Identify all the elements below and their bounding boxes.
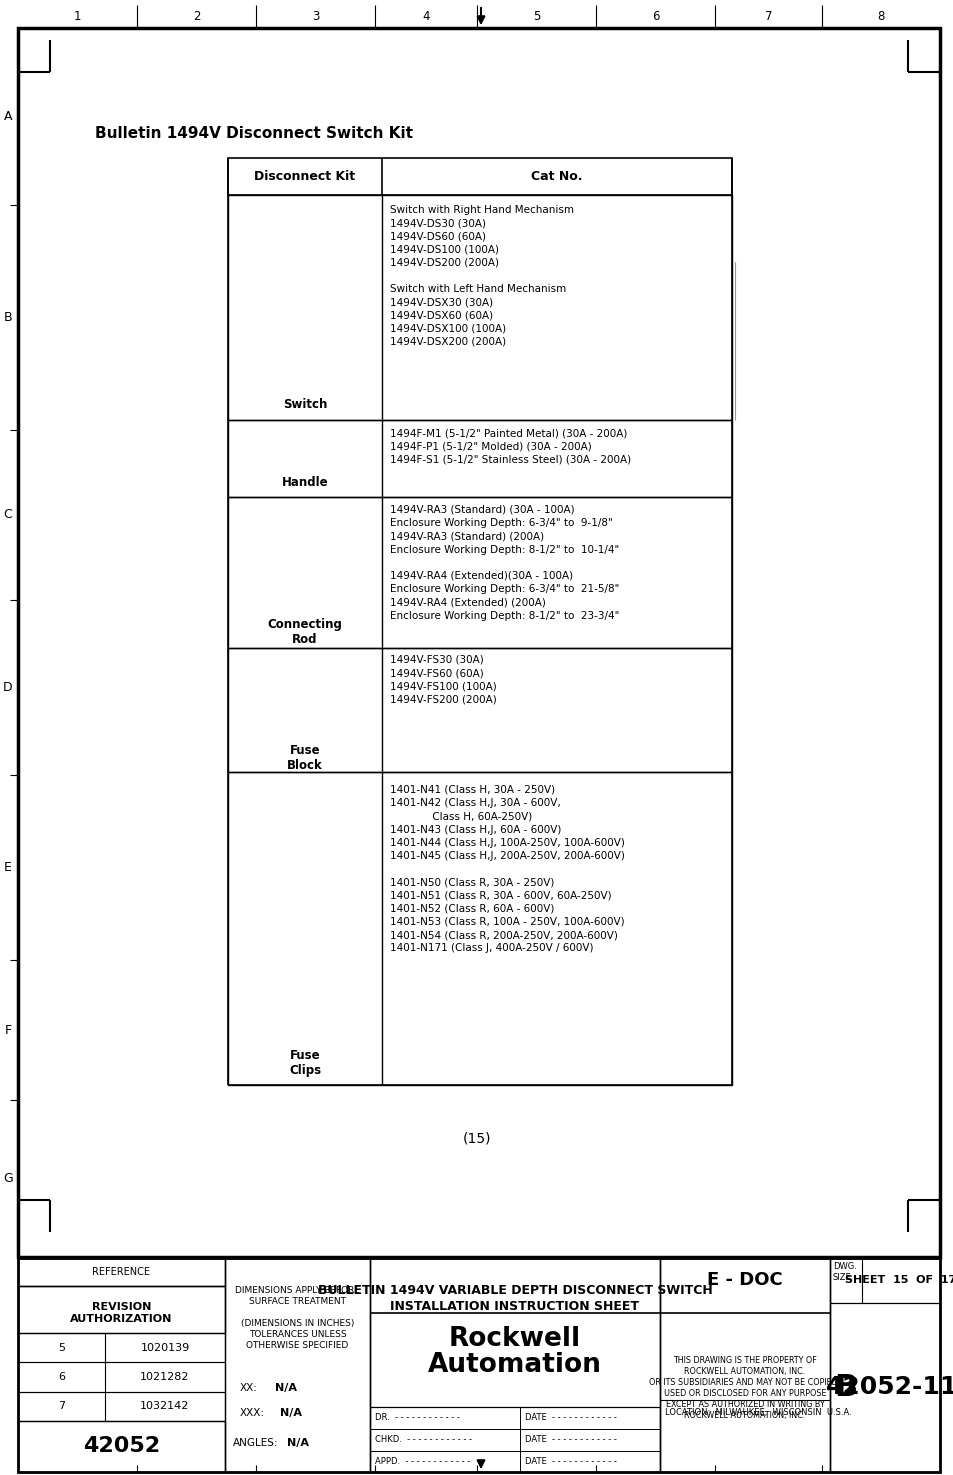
Text: Switch: Switch — [282, 398, 327, 412]
Text: 5: 5 — [533, 9, 539, 22]
Bar — [225, 1258, 370, 1472]
Text: 5: 5 — [58, 1342, 65, 1353]
Bar — [228, 158, 731, 195]
Bar — [829, 1258, 939, 1472]
Text: F: F — [5, 1024, 11, 1037]
Bar — [228, 771, 731, 1086]
Bar — [18, 1258, 939, 1472]
Text: 42052-116: 42052-116 — [825, 1376, 953, 1400]
Text: A: A — [4, 111, 12, 122]
Text: (15): (15) — [462, 1131, 491, 1145]
Text: 1494V-FS30 (30A)
1494V-FS60 (60A)
1494V-FS100 (100A)
1494V-FS200 (200A): 1494V-FS30 (30A) 1494V-FS60 (60A) 1494V-… — [390, 655, 497, 705]
Text: CHKD.  - - - - - - - - - - - -: CHKD. - - - - - - - - - - - - — [375, 1435, 472, 1444]
Text: DATE  - - - - - - - - - - - -: DATE - - - - - - - - - - - - — [524, 1457, 617, 1466]
Text: 6: 6 — [651, 9, 659, 22]
Text: 8: 8 — [877, 9, 883, 22]
Text: 2: 2 — [193, 9, 200, 22]
Text: LOCATION:  MILWAUKEE,  WISCONSIN  U.S.A.: LOCATION: MILWAUKEE, WISCONSIN U.S.A. — [664, 1409, 851, 1417]
Text: B: B — [4, 311, 12, 324]
Text: DIMENSIONS APPLY BEFORE
SURFACE TREATMENT

(DIMENSIONS IN INCHES)
TOLERANCES UNL: DIMENSIONS APPLY BEFORE SURFACE TREATMEN… — [234, 1286, 359, 1350]
Bar — [228, 648, 731, 771]
Text: Fuse
Clips: Fuse Clips — [289, 1049, 321, 1077]
Text: 7: 7 — [764, 9, 771, 22]
Text: Connecting
Rod: Connecting Rod — [267, 618, 342, 646]
Bar — [228, 195, 731, 420]
Text: B: B — [834, 1373, 857, 1403]
Text: Rockwell
Automation: Rockwell Automation — [428, 1326, 601, 1378]
Text: 7: 7 — [58, 1401, 65, 1412]
Text: 42052: 42052 — [83, 1437, 160, 1456]
Text: N/A: N/A — [274, 1384, 296, 1392]
Text: 4: 4 — [422, 9, 429, 22]
Text: BULLETIN 1494V VARIABLE DEPTH DISCONNECT SWITCH
INSTALLATION INSTRUCTION SHEET: BULLETIN 1494V VARIABLE DEPTH DISCONNECT… — [317, 1283, 712, 1313]
Text: 1401-N41 (Class H, 30A - 250V)
1401-N42 (Class H,J, 30A - 600V,
             Cla: 1401-N41 (Class H, 30A - 250V) 1401-N42 … — [390, 785, 624, 953]
Text: E: E — [4, 861, 12, 875]
Bar — [18, 1420, 225, 1472]
Text: D: D — [3, 681, 12, 695]
Text: DATE  - - - - - - - - - - - -: DATE - - - - - - - - - - - - — [524, 1413, 617, 1422]
Bar — [18, 28, 939, 1257]
Text: N/A: N/A — [287, 1438, 309, 1448]
Text: DATE  - - - - - - - - - - - -: DATE - - - - - - - - - - - - — [524, 1435, 617, 1444]
Bar — [18, 1286, 225, 1333]
Text: DWG.
SIZE: DWG. SIZE — [832, 1263, 856, 1282]
Text: REFERENCE: REFERENCE — [92, 1267, 151, 1277]
Bar — [18, 1333, 225, 1363]
Text: N/A: N/A — [280, 1409, 302, 1417]
Text: Handle: Handle — [281, 476, 328, 490]
Text: XX:: XX: — [240, 1384, 257, 1392]
Text: XXX:: XXX: — [240, 1409, 265, 1417]
Text: APPD.  - - - - - - - - - - - -: APPD. - - - - - - - - - - - - — [375, 1457, 470, 1466]
Text: 1494V-RA3 (Standard) (30A - 100A)
Enclosure Working Depth: 6-3/4" to  9-1/8"
149: 1494V-RA3 (Standard) (30A - 100A) Enclos… — [390, 504, 618, 621]
Text: 1494F-M1 (5-1/2" Painted Metal) (30A - 200A)
1494F-P1 (5-1/2" Molded) (30A - 200: 1494F-M1 (5-1/2" Painted Metal) (30A - 2… — [390, 428, 631, 465]
Text: 1032142: 1032142 — [140, 1401, 190, 1412]
Bar — [370, 1258, 659, 1472]
Text: ANGLES:: ANGLES: — [233, 1438, 278, 1448]
Bar — [18, 1363, 225, 1392]
Text: REVISION
AUTHORIZATION: REVISION AUTHORIZATION — [71, 1302, 172, 1323]
Text: Bulletin 1494V Disconnect Switch Kit: Bulletin 1494V Disconnect Switch Kit — [95, 125, 413, 140]
Text: THIS DRAWING IS THE PROPERTY OF
ROCKWELL AUTOMATION, INC.
OR ITS SUBSIDIARIES AN: THIS DRAWING IS THE PROPERTY OF ROCKWELL… — [649, 1356, 840, 1420]
Bar — [18, 1392, 225, 1420]
Text: DR.  - - - - - - - - - - - -: DR. - - - - - - - - - - - - — [375, 1413, 459, 1422]
Text: 6: 6 — [58, 1372, 65, 1382]
Text: 3: 3 — [312, 9, 319, 22]
Bar — [228, 497, 731, 648]
Bar — [18, 1258, 225, 1286]
Text: Switch with Right Hand Mechanism
1494V-DS30 (30A)
1494V-DS60 (60A)
1494V-DS100 (: Switch with Right Hand Mechanism 1494V-D… — [390, 205, 574, 347]
Bar — [659, 1258, 829, 1472]
Text: Cat No.: Cat No. — [531, 170, 582, 183]
Text: SHEET  15  OF  17: SHEET 15 OF 17 — [844, 1274, 953, 1285]
Text: C: C — [4, 509, 12, 522]
Text: Disconnect Kit: Disconnect Kit — [254, 170, 355, 183]
Text: Fuse
Block: Fuse Block — [287, 743, 322, 771]
Text: 1: 1 — [73, 9, 81, 22]
Text: 1021282: 1021282 — [140, 1372, 190, 1382]
Text: 1020139: 1020139 — [140, 1342, 190, 1353]
Text: E - DOC: E - DOC — [706, 1271, 782, 1289]
Bar — [228, 420, 731, 497]
Text: G: G — [3, 1173, 12, 1186]
